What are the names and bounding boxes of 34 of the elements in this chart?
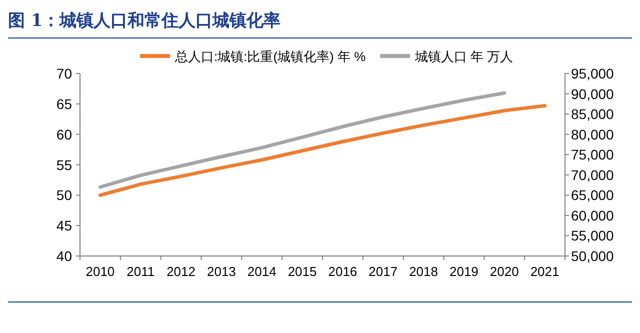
y-tick-label: 55	[56, 156, 72, 173]
x-tick-label: 2013	[206, 264, 236, 279]
y-tick-label: 50	[56, 187, 72, 204]
x-tick-label: 2016	[328, 264, 358, 279]
x-tick-label: 2019	[449, 264, 478, 279]
x-tick-label: 2011	[126, 264, 155, 279]
y-tick-label: 45	[56, 218, 72, 234]
y2-tick-label: 95,000	[571, 66, 614, 82]
x-tick-label: 2015	[288, 264, 317, 279]
y-tick-label: 60	[56, 126, 72, 142]
y2-tick-label: 80,000	[571, 126, 614, 142]
y2-tick-label: 90,000	[571, 86, 614, 102]
y2-tick-label: 70,000	[571, 166, 614, 183]
legend-label: 城镇人口 年 万人	[414, 49, 514, 64]
y2-tick-label: 85,000	[571, 106, 614, 122]
x-tick-label: 2017	[368, 264, 398, 279]
x-tick-label: 2021	[530, 264, 560, 279]
chart-title: 图 1：城镇人口和常住人口城镇化率	[8, 11, 281, 31]
line-series	[98, 104, 547, 197]
y2-tick-label: 65,000	[571, 187, 614, 204]
x-tick-label: 2012	[166, 264, 196, 279]
legend-label: 总人口:城镇:比重(城镇化率) 年 %	[174, 49, 366, 64]
y-tick-label: 65	[56, 96, 72, 112]
y-tick-label: 40	[56, 248, 72, 264]
x-tick-label: 2014	[247, 264, 276, 279]
line-series	[98, 91, 506, 189]
x-tick-label: 2010	[86, 264, 115, 279]
x-tick-label: 2018	[409, 264, 438, 279]
y2-tick-label: 55,000	[571, 228, 614, 244]
y2-tick-label: 75,000	[571, 146, 614, 163]
x-tick-label: 2020	[490, 264, 519, 279]
y2-tick-label: 60,000	[571, 207, 614, 224]
y-tick-label: 70	[56, 66, 72, 82]
y2-tick-label: 50,000	[571, 248, 614, 264]
